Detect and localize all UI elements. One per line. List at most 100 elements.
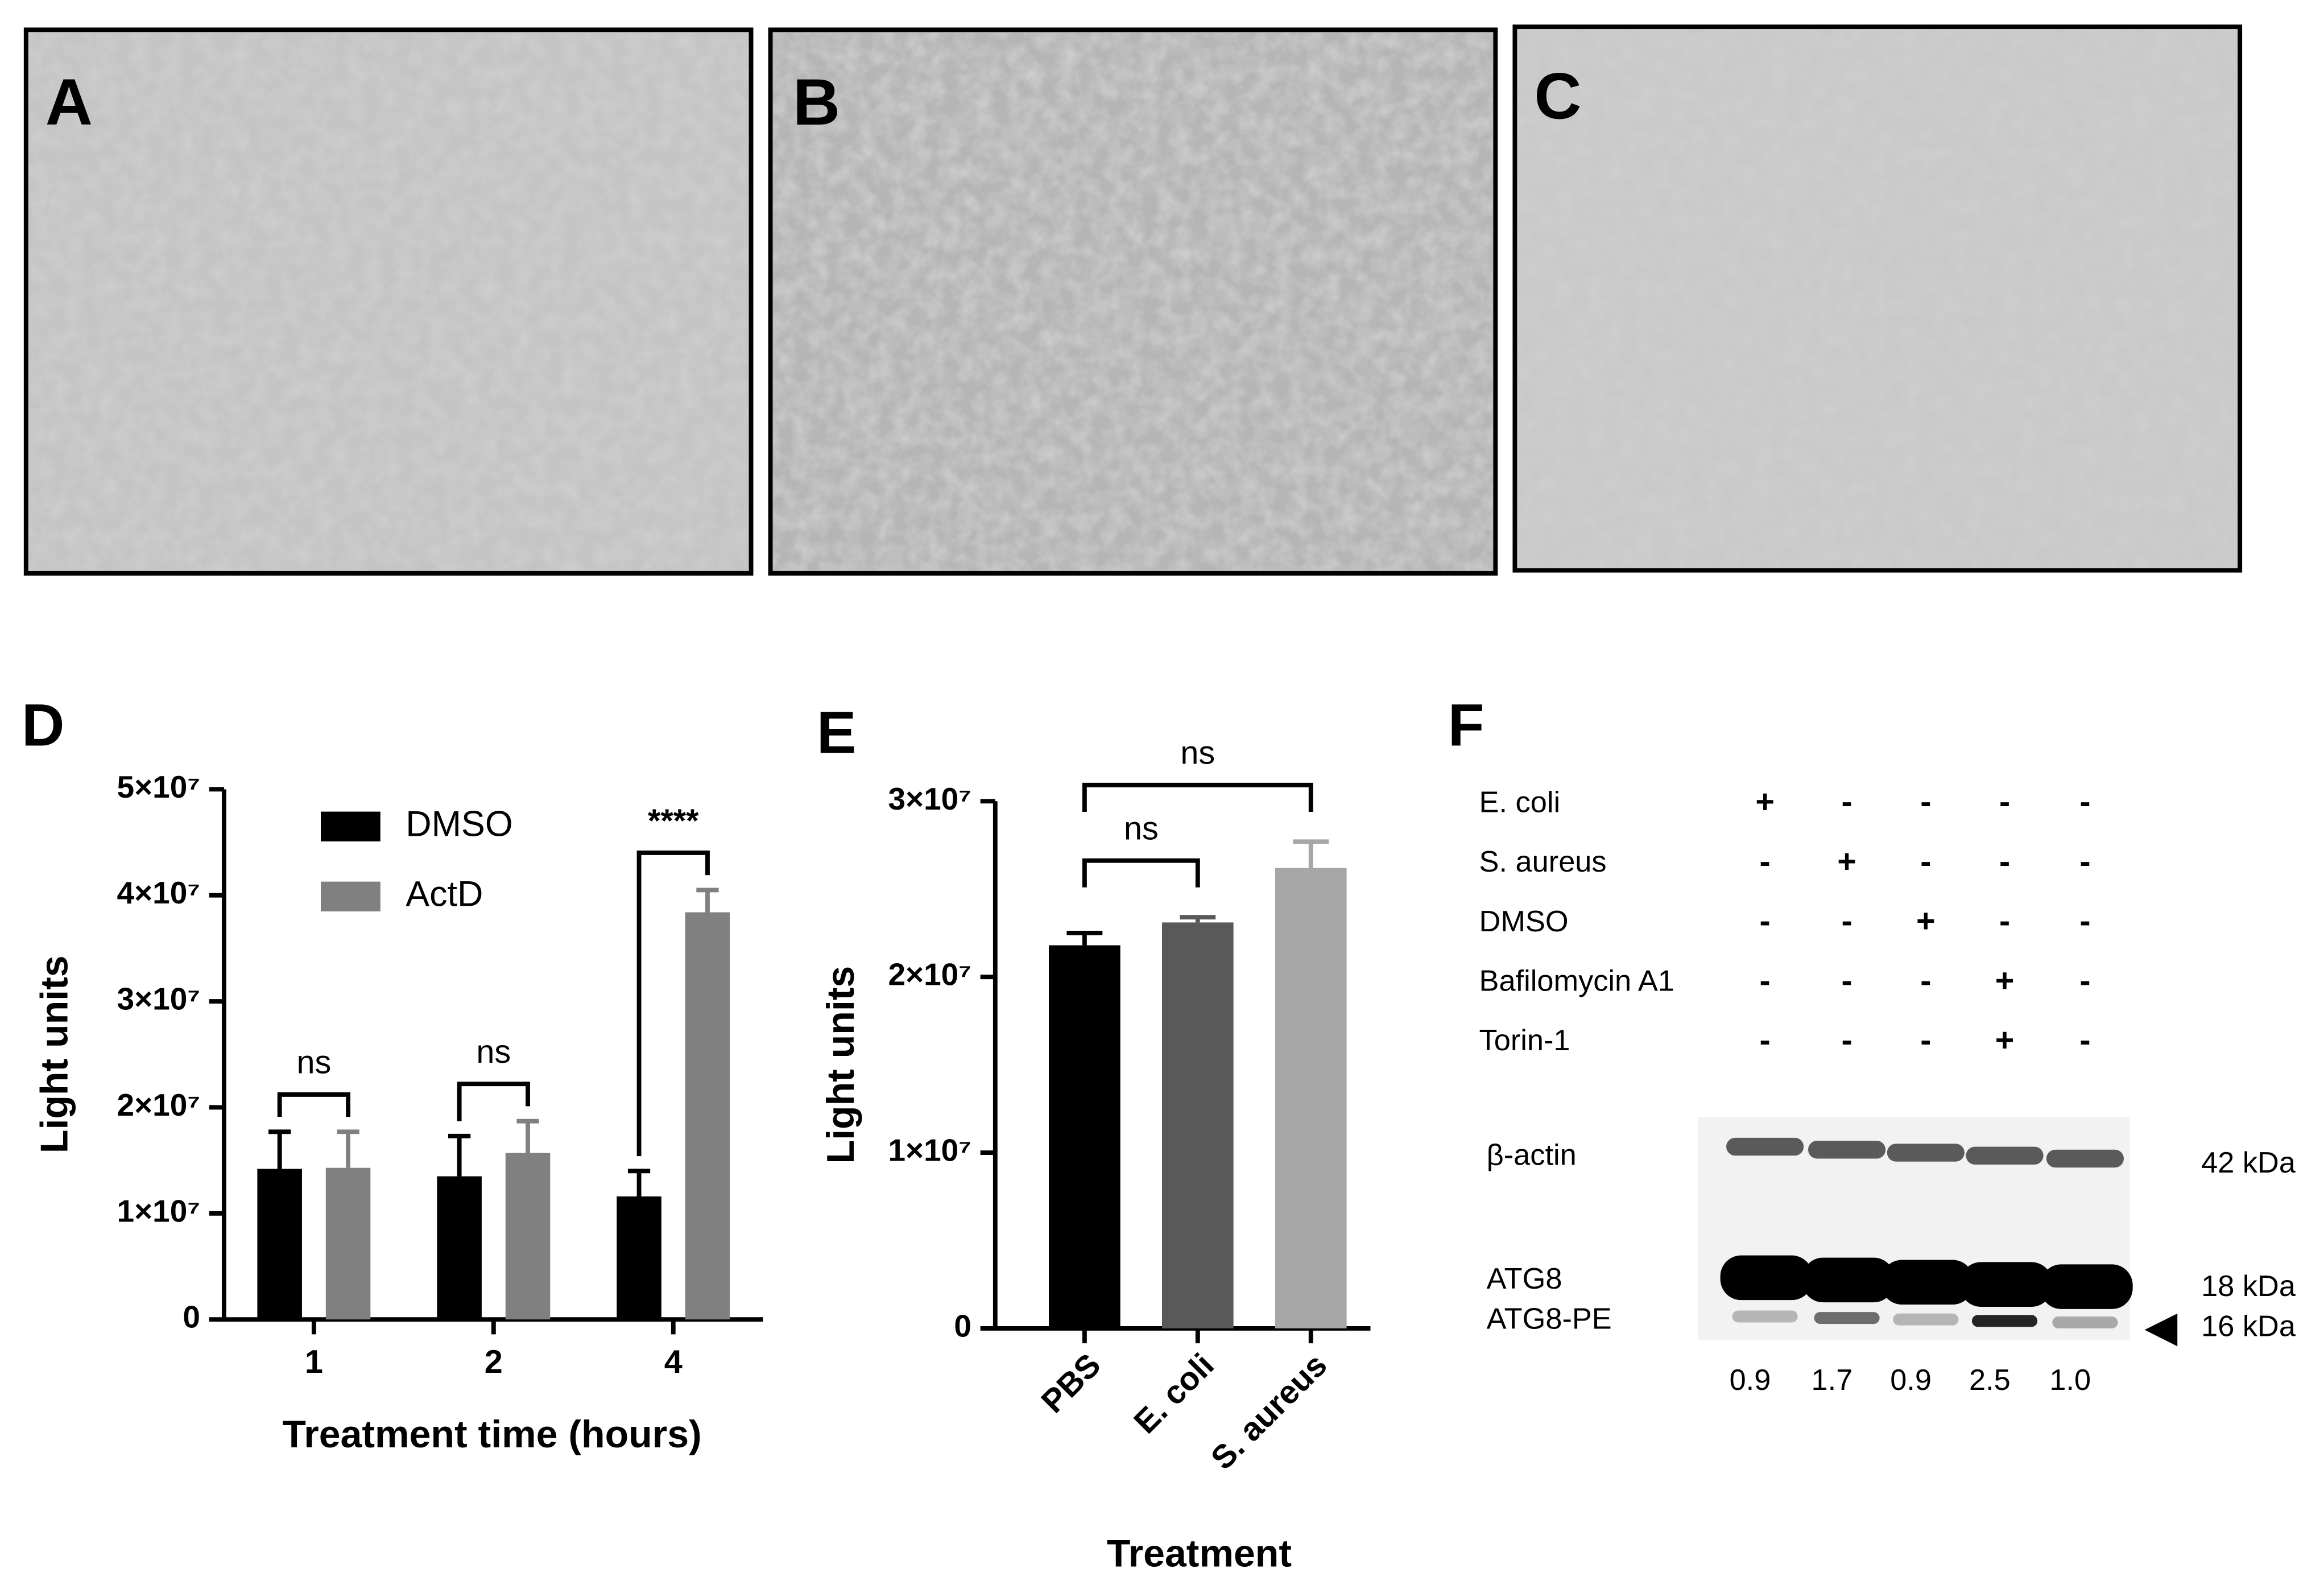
band-label: β-actin [1487, 1139, 1577, 1172]
bar [617, 1196, 661, 1320]
lane-sign: - [1760, 903, 1771, 939]
atg8-band [2040, 1264, 2133, 1309]
lane-sign: - [1842, 903, 1852, 939]
panel-letter: B [793, 66, 840, 139]
lane-sign: - [1999, 843, 2010, 880]
significance-label: ns [1124, 811, 1159, 847]
bar [1049, 945, 1120, 1328]
significance-label: ns [1180, 735, 1215, 771]
error-bar [696, 888, 719, 913]
lane-sign: - [1760, 1022, 1771, 1059]
lane-sign: + [1916, 903, 1936, 939]
lane-sign: - [2079, 1022, 2090, 1059]
x-tick-label: 2 [485, 1344, 503, 1380]
atg8-band [1960, 1262, 2053, 1307]
y-tick-label: 3×10⁷ [888, 781, 971, 816]
y-tick-label: 2×10⁷ [888, 957, 971, 992]
y-tick-label: 0 [183, 1299, 200, 1335]
actin-band [1726, 1137, 1804, 1156]
significance-bracket [636, 851, 710, 1157]
micrograph-a: A [23, 27, 754, 576]
arrowhead [2144, 1313, 2178, 1347]
y-tick-label: 2×10⁷ [117, 1087, 200, 1122]
error-bar [448, 1133, 471, 1177]
lane-sign: + [1995, 963, 2015, 999]
error-bar [1066, 931, 1103, 946]
bar [257, 1169, 302, 1320]
western-blot: F E. coli + - - - - S. aureus - + - - - DMSO - - + - - Bafi… [1448, 692, 2296, 1397]
texture [773, 32, 1493, 571]
lane-sign: - [1842, 963, 1852, 999]
actin-band [2046, 1149, 2124, 1168]
actin-band [1966, 1146, 2044, 1165]
bar [325, 1167, 371, 1320]
band-size: 18 kDa [2201, 1270, 2296, 1303]
x-tick-label: PBS [1035, 1347, 1108, 1420]
texture [28, 32, 749, 571]
x-tick-label: S. aureus [1204, 1347, 1334, 1477]
atg8-pe-band [1893, 1313, 1959, 1326]
lane-sign: - [2079, 903, 2090, 939]
significance-bracket [1082, 782, 1313, 812]
significance-bracket [277, 1092, 351, 1117]
ratio-label: 0.9 [1890, 1364, 1932, 1397]
y-axis-title: Light units [33, 955, 76, 1153]
bar [685, 912, 730, 1320]
panel-letter: F [1448, 692, 1484, 758]
chart-E: E 0 1×10⁷ 2×10⁷ 3×10⁷ Light units Treatment PBS… [817, 699, 1371, 1575]
x-tick-label: 1 [305, 1344, 323, 1380]
bar [505, 1153, 551, 1320]
bar [1162, 922, 1234, 1328]
atg8-pe-band [1814, 1312, 1880, 1324]
panel-letter: A [46, 66, 93, 139]
band-size: 42 kDa [2201, 1146, 2296, 1179]
legend-label: DMSO [406, 804, 512, 844]
lane-sign: + [1837, 843, 1856, 880]
lane-sign: - [1760, 843, 1771, 880]
error-bar [337, 1129, 359, 1168]
lane-sign: - [1920, 843, 1931, 880]
chart-D: D 0 1×10⁷ 2×10⁷ 3×10⁷ 4×10⁷ 5×10⁷ Light units Tr… [22, 692, 763, 1456]
condition-label: Torin-1 [1479, 1024, 1570, 1057]
texture [1517, 30, 2237, 568]
micrograph-c: C [1512, 24, 2243, 573]
lane-sign: - [1842, 784, 1852, 820]
condition-label: Bafilomycin A1 [1479, 964, 1674, 997]
lane-sign: + [1995, 1022, 2015, 1059]
micrograph-b: B [768, 27, 1498, 576]
y-tick-label: 4×10⁷ [117, 875, 200, 910]
lane-sign: - [1920, 963, 1931, 999]
error-bar [516, 1119, 539, 1153]
significance-bracket [457, 1082, 530, 1121]
significance-bracket [1082, 858, 1200, 888]
condition-label: E. coli [1479, 786, 1561, 819]
condition-label: S. aureus [1479, 845, 1607, 878]
atg8-pe-band [1732, 1310, 1798, 1323]
lane-sign: + [1755, 784, 1775, 820]
lane-sign: - [1920, 1022, 1931, 1059]
significance-label: ns [476, 1034, 511, 1070]
error-bar [268, 1129, 291, 1169]
actin-band [1887, 1144, 1965, 1162]
band-size: 16 kDa [2201, 1310, 2296, 1343]
ratio-label: 1.0 [2049, 1364, 2091, 1397]
significance-label: ns [296, 1045, 331, 1081]
band-label: ATG8-PE [1487, 1303, 1612, 1336]
x-axis-title: Treatment [1107, 1532, 1292, 1575]
band-label: ATG8 [1487, 1262, 1562, 1295]
lane-sign: - [2079, 963, 2090, 999]
atg8-band [1881, 1260, 1974, 1305]
ratio-label: 2.5 [1969, 1364, 2011, 1397]
lane-sign: - [1999, 903, 2010, 939]
lane-sign: - [2079, 784, 2090, 820]
legend-label: ActD [406, 874, 483, 914]
y-tick-label: 1×10⁷ [117, 1193, 200, 1228]
panel-letter: E [817, 699, 857, 766]
lane-sign: - [2079, 843, 2090, 880]
ratio-label: 1.7 [1812, 1364, 1853, 1397]
y-tick-label: 5×10⁷ [117, 769, 200, 804]
x-tick-label: 4 [664, 1344, 683, 1380]
atg8-pe-band [1971, 1315, 2038, 1327]
error-bar [1180, 915, 1216, 923]
